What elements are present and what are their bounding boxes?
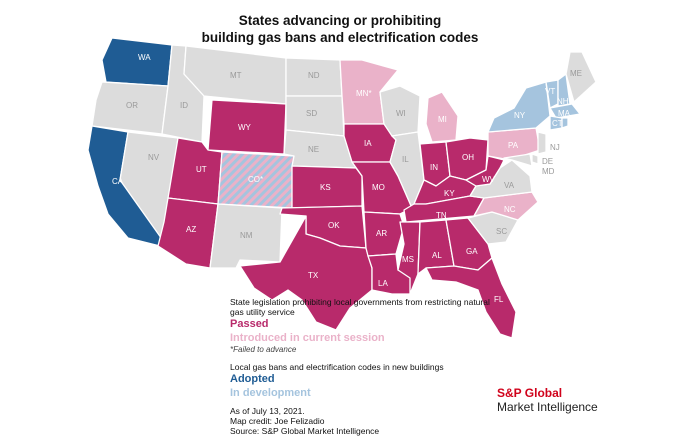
- state-label-NC: NC: [504, 205, 516, 214]
- state-label-IL: IL: [402, 155, 409, 164]
- brand-division: Market Intelligence: [497, 400, 598, 414]
- state-label-FL: FL: [494, 295, 504, 304]
- state-label-CT: CT: [552, 119, 563, 128]
- credit-map: Map credit: Joe Felizadio: [230, 416, 325, 426]
- state-label-UT: UT: [196, 165, 207, 174]
- state-label-OK: OK: [328, 221, 340, 230]
- state-label-RI: RI: [570, 123, 578, 132]
- legend-in-development: In development: [230, 387, 311, 399]
- legend: State legislation prohibiting local gove…: [230, 297, 500, 436]
- state-labels: WA OR CA NV ID MT WY UT CO* AZ NM ND SD …: [112, 53, 582, 304]
- legend-passed: Passed: [230, 318, 269, 330]
- map-title-line1: States advancing or prohibiting: [238, 13, 442, 28]
- state-label-MD: MD: [542, 167, 555, 176]
- state-label-WI: WI: [396, 109, 406, 118]
- legend-introduced: Introduced in current session: [230, 332, 385, 344]
- state-label-NE: NE: [308, 145, 319, 154]
- state-label-NY: NY: [514, 111, 526, 120]
- state-label-IN: IN: [430, 163, 438, 172]
- state-label-MA: MA: [558, 109, 571, 118]
- state-ME: [565, 51, 597, 103]
- state-DE: [531, 153, 539, 165]
- state-NJ: [537, 131, 547, 155]
- state-label-PA: PA: [508, 141, 519, 150]
- state-WA: [101, 37, 173, 87]
- state-RI: [561, 117, 569, 129]
- state-label-MT: MT: [230, 71, 242, 80]
- state-label-MS: MS: [402, 255, 414, 264]
- credits: As of July 13, 2021. Map credit: Joe Fel…: [230, 406, 500, 436]
- state-label-WV: WV: [482, 175, 496, 184]
- state-label-MI: MI: [438, 115, 447, 124]
- state-FL: [425, 257, 517, 339]
- state-label-KS: KS: [320, 183, 331, 192]
- state-label-NM: NM: [240, 231, 253, 240]
- state-label-NV: NV: [148, 153, 160, 162]
- state-label-GA: GA: [466, 247, 478, 256]
- state-label-OR: OR: [126, 101, 138, 110]
- legend-codes-header: Local gas bans and electrification codes…: [230, 362, 444, 372]
- state-label-VT: VT: [545, 87, 555, 96]
- state-TX: [239, 215, 373, 331]
- state-label-ND: ND: [308, 71, 320, 80]
- map-title: States advancing or prohibiting building…: [130, 12, 550, 46]
- state-MD: [503, 153, 533, 167]
- state-OR: [91, 81, 169, 135]
- state-label-LA: LA: [378, 279, 388, 288]
- state-label-MO: MO: [372, 183, 385, 192]
- state-label-NH: NH: [557, 97, 569, 106]
- state-MA: [549, 103, 581, 119]
- state-label-TX: TX: [308, 271, 319, 280]
- brand-logo: S&P Global Market Intelligence: [497, 386, 598, 415]
- state-label-ID: ID: [180, 101, 188, 110]
- state-label-ME: ME: [570, 69, 582, 78]
- state-label-MN: MN*: [356, 89, 372, 98]
- state-label-DE: DE: [542, 157, 553, 166]
- state-label-KY: KY: [444, 189, 455, 198]
- state-label-OH: OH: [462, 153, 474, 162]
- credit-source: Source: S&P Global Market Intelligence: [230, 426, 380, 436]
- state-label-VA: VA: [504, 181, 515, 190]
- state-label-SC: SC: [496, 227, 507, 236]
- state-label-AL: AL: [432, 251, 442, 260]
- map-title-line2: building gas bans and electrification co…: [201, 30, 479, 45]
- legend-failed-note: *Failed to advance: [230, 345, 297, 354]
- credit-date: As of July 13, 2021.: [230, 406, 305, 416]
- state-MT: [183, 45, 287, 105]
- state-label-AR: AR: [376, 229, 387, 238]
- state-label-AZ: AZ: [186, 225, 196, 234]
- state-KS: [291, 165, 363, 209]
- state-label-CO: CO*: [248, 175, 263, 184]
- state-WV: [465, 155, 505, 187]
- state-label-WY: WY: [238, 123, 252, 132]
- state-label-WA: WA: [138, 53, 151, 62]
- state-label-SD: SD: [306, 109, 317, 118]
- state-label-NJ: NJ: [550, 143, 560, 152]
- legend-adopted: Adopted: [230, 373, 275, 385]
- state-NY: [487, 81, 551, 133]
- state-label-TN: TN: [436, 211, 447, 220]
- legend-prohibit-header: State legislation prohibiting local gove…: [230, 297, 490, 317]
- state-label-IA: IA: [364, 139, 372, 148]
- state-label-CA: CA: [112, 177, 124, 186]
- brand-name: S&P Global: [497, 386, 563, 400]
